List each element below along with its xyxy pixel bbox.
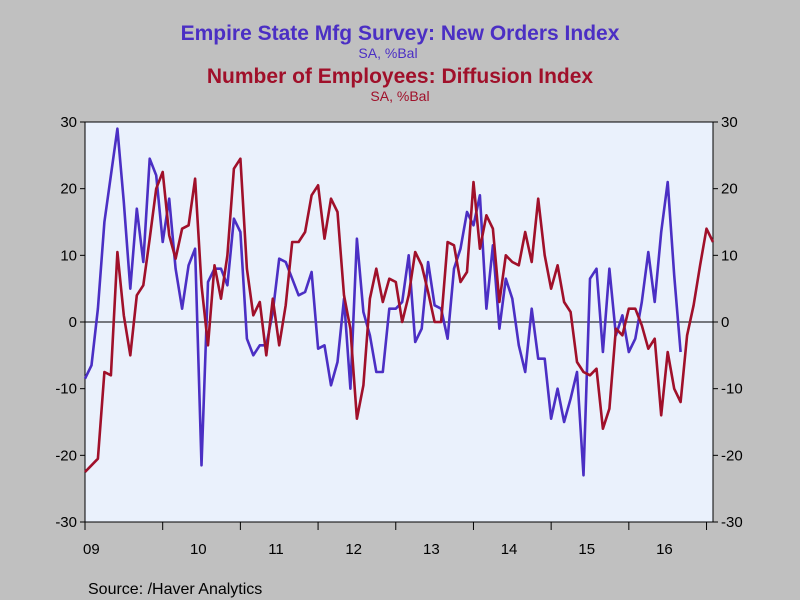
y-tick-label-right: -10 bbox=[721, 381, 743, 398]
y-tick-label-right: 0 bbox=[721, 314, 729, 331]
y-axis-left: -30 -20 -10 0 10 20 30 bbox=[55, 114, 85, 531]
y-tick-label-right: 20 bbox=[721, 181, 738, 198]
series1-title: Empire State Mfg Survey: New Orders Inde… bbox=[181, 22, 620, 45]
x-tick-label: 10 bbox=[190, 541, 207, 558]
y-tick-label-left: -30 bbox=[55, 514, 77, 531]
x-tick-label: 14 bbox=[501, 541, 518, 558]
y-tick-label-left: 0 bbox=[69, 314, 77, 331]
x-tick-label: 15 bbox=[578, 541, 595, 558]
y-tick-label-right: -30 bbox=[721, 514, 743, 531]
x-tick-label: 09 bbox=[83, 541, 100, 558]
source-note: Source: /Haver Analytics bbox=[88, 581, 262, 598]
series2-title: Number of Employees: Diffusion Index bbox=[207, 65, 594, 88]
x-tick-label: 13 bbox=[423, 541, 440, 558]
x-tick-label: 11 bbox=[268, 541, 284, 558]
y-tick-label-left: 30 bbox=[60, 114, 77, 131]
y-tick-label-right: 30 bbox=[721, 114, 738, 131]
x-axis: 09 10 11 12 13 14 15 16 bbox=[83, 522, 708, 558]
y-tick-label-left: 10 bbox=[60, 247, 77, 264]
x-tick-label: 16 bbox=[656, 541, 673, 558]
series2-unit: SA, %Bal bbox=[370, 88, 429, 104]
y-tick-label-right: -20 bbox=[721, 447, 743, 464]
y-tick-label-right: 10 bbox=[721, 247, 738, 264]
y-tick-label-left: -10 bbox=[55, 381, 77, 398]
y-tick-label-left: 20 bbox=[60, 181, 77, 198]
series-line-new-orders bbox=[83, 127, 682, 477]
x-tick-label: 12 bbox=[345, 541, 362, 558]
series-line-employees bbox=[84, 157, 715, 473]
y-axis-right: -30 -20 -10 0 10 20 30 bbox=[713, 114, 743, 531]
series1-unit: SA, %Bal bbox=[358, 45, 417, 61]
series-layer bbox=[83, 127, 715, 477]
y-tick-label-left: -20 bbox=[55, 447, 77, 464]
